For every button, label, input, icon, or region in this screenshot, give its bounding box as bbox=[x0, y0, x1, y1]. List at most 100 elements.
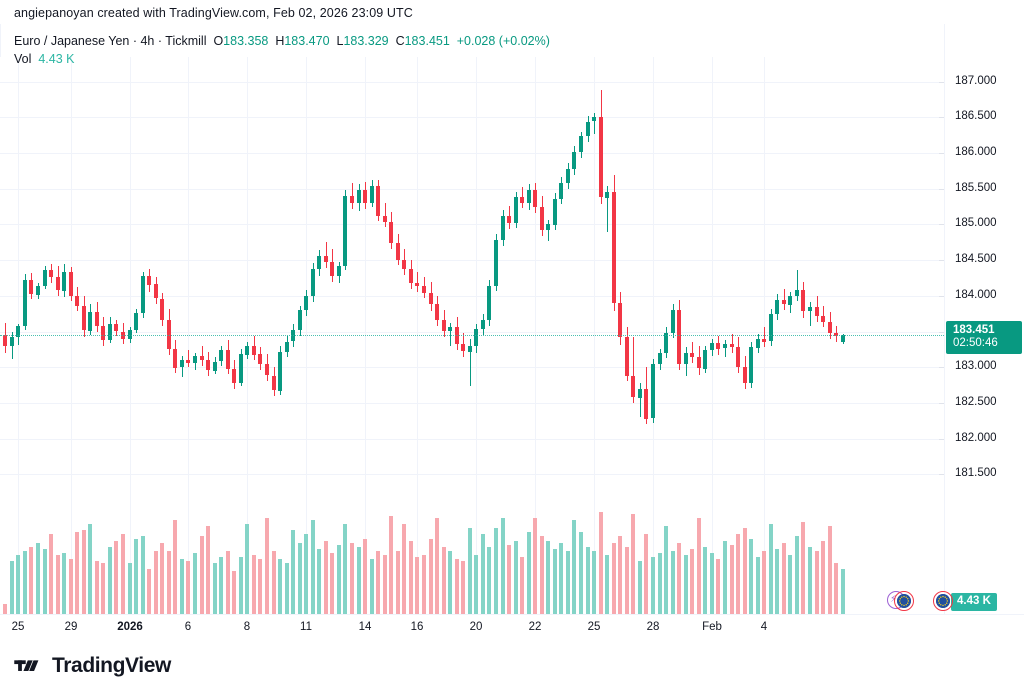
candle-body bbox=[638, 389, 642, 398]
grid-line-horizontal bbox=[0, 367, 944, 368]
volume-bar bbox=[226, 551, 230, 614]
price-tick-dash bbox=[939, 117, 944, 118]
candle-body bbox=[36, 286, 40, 295]
candle-body bbox=[592, 117, 596, 121]
volume-bar bbox=[245, 524, 249, 614]
volume-bar bbox=[186, 561, 190, 614]
candle-body bbox=[337, 266, 341, 276]
price-tick-dash bbox=[939, 153, 944, 154]
candle-body bbox=[743, 367, 747, 383]
volume-bar bbox=[828, 526, 832, 614]
candle-body bbox=[108, 324, 112, 340]
candle-wick bbox=[725, 340, 726, 357]
candle-body bbox=[285, 342, 289, 352]
candle-body bbox=[527, 190, 531, 203]
volume-bar bbox=[579, 532, 583, 614]
volume-bar bbox=[422, 555, 426, 614]
volume-bar bbox=[114, 541, 118, 614]
current-price-badge[interactable]: 183.451 02:50:46 bbox=[946, 321, 1022, 354]
volume-bar bbox=[376, 551, 380, 614]
candle-body bbox=[559, 183, 563, 199]
price-tick-dash bbox=[939, 367, 944, 368]
volume-bar bbox=[507, 545, 511, 614]
price-tick-dash bbox=[939, 82, 944, 83]
volume-bar bbox=[730, 545, 734, 614]
price-scale[interactable]: 187.000 186.500 186.000 185.500 185.000 184.5… bbox=[939, 24, 1024, 614]
time-tick-label: 14 bbox=[358, 621, 372, 633]
volume-bar bbox=[88, 524, 92, 614]
volume-badge[interactable]: 4.43 K bbox=[951, 593, 997, 611]
legend-volume-value: 4.43 K bbox=[38, 52, 75, 66]
price-tick-label: 186.500 bbox=[955, 110, 997, 122]
candle-body bbox=[442, 320, 446, 331]
price-tick-label: 185.500 bbox=[955, 182, 997, 194]
candle-body bbox=[716, 343, 720, 349]
eu-economic-event-marker[interactable] bbox=[933, 591, 953, 611]
candle-wick bbox=[417, 272, 418, 292]
time-tick-label: 16 bbox=[410, 621, 424, 633]
candle-body bbox=[160, 299, 164, 320]
volume-bar bbox=[494, 528, 498, 614]
chart-legend[interactable]: Euro / Japanese Yen · 4h · Tickmill O183… bbox=[14, 33, 550, 67]
volume-bar bbox=[690, 549, 694, 614]
volume-bar bbox=[743, 528, 747, 614]
grid-line-horizontal bbox=[0, 117, 944, 118]
volume-bar bbox=[213, 563, 217, 614]
legend-low-value: 183.329 bbox=[343, 34, 389, 48]
candle-body bbox=[278, 352, 282, 391]
candle-body bbox=[363, 190, 367, 203]
volume-bar bbox=[219, 557, 223, 614]
volume-bar bbox=[43, 549, 47, 614]
legend-high-value: 183.470 bbox=[284, 34, 330, 48]
candle-body bbox=[101, 326, 105, 340]
candle-body bbox=[501, 216, 505, 240]
candle-wick bbox=[797, 270, 798, 301]
price-tick-dash bbox=[939, 439, 944, 440]
candle-body bbox=[520, 197, 524, 203]
candle-body bbox=[703, 350, 707, 369]
candle-body bbox=[487, 286, 491, 320]
time-tick-label: Feb bbox=[702, 621, 722, 633]
grid-line-horizontal bbox=[0, 332, 944, 333]
time-scale[interactable]: 25 29 2026 6 8 11 14 16 20 22 25 28 Feb 4 bbox=[0, 614, 1024, 644]
volume-bar bbox=[180, 559, 184, 614]
volume-bar bbox=[572, 520, 576, 614]
candle-wick bbox=[385, 203, 386, 227]
volume-bar bbox=[749, 539, 753, 614]
volume-bar bbox=[415, 557, 419, 614]
volume-bar bbox=[232, 571, 236, 614]
time-tick-label: 29 bbox=[64, 621, 78, 633]
volume-bar bbox=[723, 541, 727, 614]
candle-body bbox=[429, 293, 433, 304]
tradingview-logo[interactable]: TradingView bbox=[14, 654, 171, 678]
volume-bar bbox=[265, 518, 269, 614]
candle-body bbox=[795, 290, 799, 296]
legend-interval[interactable]: 4h bbox=[140, 34, 155, 48]
price-tick-dash bbox=[939, 260, 944, 261]
volume-bar bbox=[141, 536, 145, 614]
candle-body bbox=[370, 186, 374, 203]
volume-bar bbox=[258, 559, 262, 614]
candle-body bbox=[605, 192, 609, 198]
time-tick-label: 11 bbox=[300, 621, 312, 633]
volume-bar bbox=[795, 536, 799, 614]
candle-body bbox=[88, 312, 92, 331]
volume-bar bbox=[841, 569, 845, 614]
chart-pane[interactable] bbox=[0, 57, 944, 614]
legend-symbol[interactable]: Euro / Japanese Yen bbox=[14, 34, 130, 48]
current-price-line bbox=[0, 335, 944, 336]
volume-bar bbox=[546, 541, 550, 614]
candlestick-series bbox=[0, 57, 944, 614]
price-tick-label: 186.000 bbox=[955, 146, 997, 158]
lightning-bolt-icon: ⚡ bbox=[890, 594, 898, 605]
legend-volume-label: Vol bbox=[14, 52, 32, 66]
volume-bar bbox=[625, 547, 629, 614]
volume-series bbox=[0, 57, 944, 614]
candle-body bbox=[697, 357, 701, 368]
candle-body bbox=[128, 330, 132, 339]
eu-economic-event-marker[interactable]: ⚡ bbox=[887, 591, 914, 611]
candle-body bbox=[579, 136, 583, 152]
volume-bar bbox=[612, 543, 616, 614]
candle-body bbox=[644, 389, 648, 419]
candle-body bbox=[376, 186, 380, 216]
